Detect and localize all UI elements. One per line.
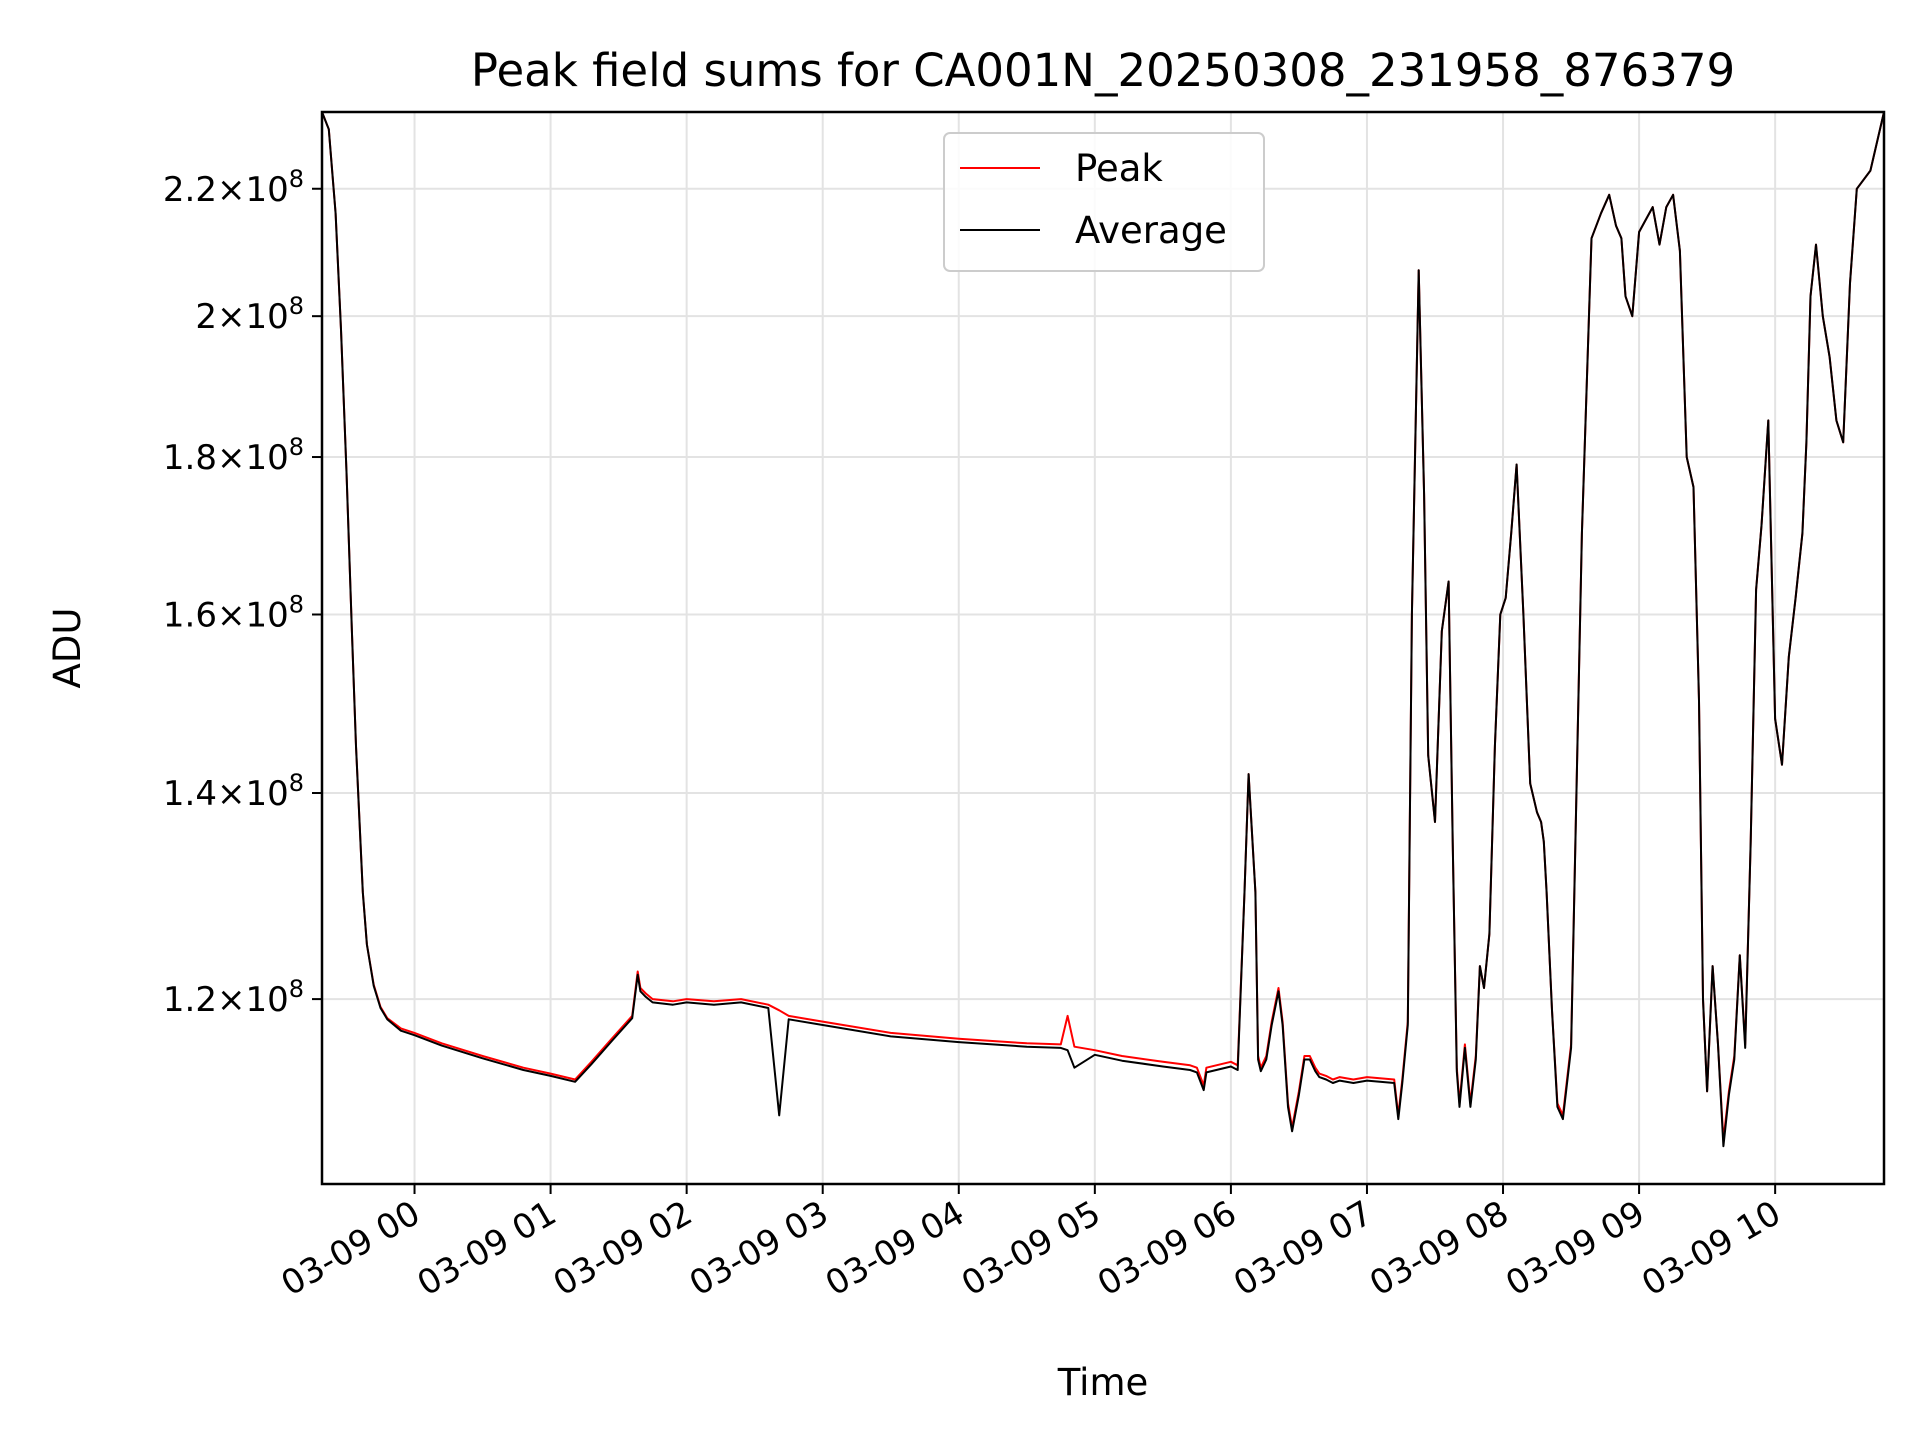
legend: Peak Average: [943, 132, 1265, 272]
x-axis-label: Time: [1057, 1361, 1149, 1404]
y-tick-label: 2×108: [195, 292, 304, 337]
y-tick-label: 1.2×108: [163, 975, 304, 1020]
y-tick-label: 1.8×108: [163, 433, 304, 478]
y-axis-label: ADU: [46, 608, 89, 689]
plot-frame: [320, 110, 1886, 1186]
y-tick-label: 2.2×108: [163, 165, 304, 210]
y-tick-label: 1.6×108: [163, 590, 304, 635]
chart-title: Peak field sums for CA001N_20250308_2319…: [471, 44, 1735, 97]
y-tick-label: 1.4×108: [163, 769, 304, 814]
grid: [322, 112, 1884, 1184]
series-layer: [321, 111, 1885, 1148]
legend-label-peak: Peak: [1075, 147, 1163, 190]
series-line-average: [321, 111, 1885, 1148]
legend-label-average: Average: [1075, 209, 1227, 252]
